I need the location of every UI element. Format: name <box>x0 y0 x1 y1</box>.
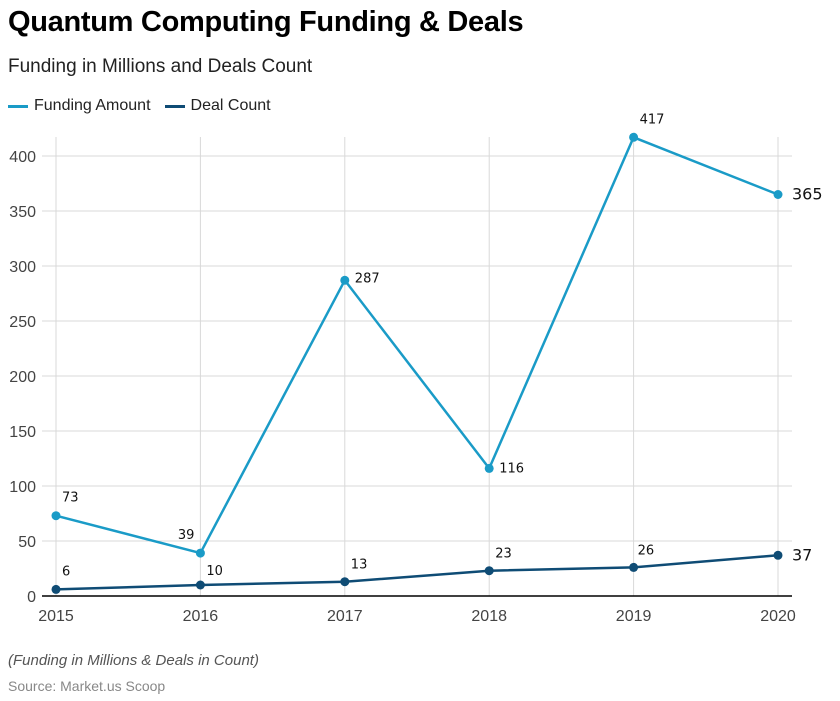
data-point <box>51 584 61 594</box>
data-label: 287 <box>355 271 380 286</box>
data-label: 73 <box>62 491 79 506</box>
y-tick-label: 250 <box>9 314 36 331</box>
legend-item-funding[interactable]: Funding Amount <box>8 97 151 115</box>
data-label: 6 <box>62 564 70 579</box>
data-point <box>629 562 639 572</box>
footnote: (Funding in Millions & Deals in Count) <box>8 652 259 669</box>
data-point <box>195 548 205 558</box>
data-label: 23 <box>495 547 512 562</box>
data-point <box>51 511 61 521</box>
data-label: 13 <box>351 558 368 573</box>
x-tick-label: 2016 <box>183 608 219 625</box>
data-label: 37 <box>792 545 812 564</box>
data-point <box>629 132 639 142</box>
data-label: 116 <box>499 461 524 476</box>
legend-label-funding: Funding Amount <box>34 97 151 114</box>
y-tick-label: 100 <box>9 479 36 496</box>
legend-swatch-funding <box>8 104 28 108</box>
chart-title: Quantum Computing Funding & Deals <box>8 6 524 38</box>
y-tick-label: 150 <box>9 424 36 441</box>
y-tick-label: 50 <box>18 534 36 551</box>
y-tick-label: 350 <box>9 204 36 221</box>
data-label: 26 <box>638 543 655 558</box>
y-tick-label: 200 <box>9 369 36 386</box>
legend-label-deals: Deal Count <box>190 97 271 114</box>
y-tick-label: 300 <box>9 259 36 276</box>
data-point <box>195 580 205 590</box>
legend-item-deals[interactable]: Deal Count <box>164 97 271 115</box>
legend: Funding Amount Deal Count <box>8 97 285 115</box>
data-label: 10 <box>206 564 223 579</box>
data-point <box>340 577 350 587</box>
series-line-funding <box>55 136 779 555</box>
x-tick-label: 2018 <box>471 608 507 625</box>
data-point <box>484 566 494 576</box>
x-tick-label: 2017 <box>327 608 363 625</box>
x-tick-label: 2020 <box>760 608 796 625</box>
source-credit: Source: Market.us Scoop <box>8 678 166 694</box>
x-tick-label: 2015 <box>38 608 74 625</box>
x-tick-label: 2019 <box>616 608 652 625</box>
y-tick-label: 0 <box>27 589 36 606</box>
data-label: 39 <box>178 528 195 543</box>
data-point <box>773 550 783 560</box>
data-point <box>340 275 350 285</box>
y-tick-label: 400 <box>9 149 36 166</box>
data-label: 365 <box>792 185 823 204</box>
data-point <box>484 463 494 473</box>
chart-subtitle: Funding in Millions and Deals Count <box>8 56 313 77</box>
series-line-deals <box>55 554 779 591</box>
legend-swatch-deals <box>164 104 185 108</box>
data-label: 417 <box>640 112 665 127</box>
data-point <box>773 190 783 199</box>
